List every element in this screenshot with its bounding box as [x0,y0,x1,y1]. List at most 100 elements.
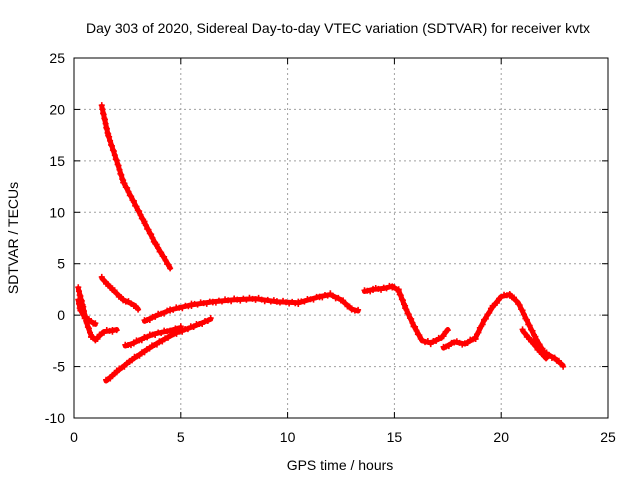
data-point [396,291,403,298]
data-point [295,301,302,307]
data-point [114,161,121,168]
data-series-arc-e [103,315,214,384]
data-point [237,297,244,304]
data-point [228,298,235,305]
data-point [142,222,149,229]
data-point [141,349,148,356]
data-point [204,318,211,325]
data-point [464,340,471,346]
data-point [161,310,168,317]
data-point [486,309,493,316]
data-point [521,330,528,337]
data-point [108,141,115,148]
data-point [342,300,349,307]
data-point [105,132,112,139]
data-point [243,296,250,303]
data-point [146,316,153,323]
data-point [106,327,113,334]
data-point [516,302,523,309]
data-point [155,245,162,252]
data-point [162,257,169,264]
data-point [164,334,171,341]
data-point [520,311,527,318]
data-point [165,261,172,268]
data-point [283,299,290,306]
x-tick-label: 20 [493,429,509,445]
data-point [276,299,283,306]
data-point [98,273,105,280]
data-point [440,333,447,340]
data-point [234,296,241,303]
y-tick-label: 0 [57,307,65,323]
data-point [412,323,419,330]
data-point [153,241,160,248]
data-series-arc-d [98,273,142,313]
data-point [529,327,536,334]
data-point [340,297,347,304]
data-point [444,327,451,334]
data-point [403,306,410,313]
series-band [99,103,173,271]
data-point [116,166,123,173]
data-point [92,320,99,327]
data-point [121,180,128,187]
data-point [94,335,101,342]
y-tick-label: 15 [49,153,65,169]
data-point [523,317,530,324]
data-point [78,308,85,315]
data-point [109,147,116,154]
data-point [348,305,355,312]
data-point [536,347,543,354]
data-point [87,329,94,336]
data-point [225,297,232,304]
data-point [540,351,547,358]
data-point [130,340,137,347]
data-point [136,208,143,215]
series-layer [75,102,567,384]
data-point [240,295,247,302]
y-tick-label: -5 [53,359,66,375]
data-point [475,329,482,336]
data-point [146,345,153,352]
data-point [218,298,225,305]
data-point [141,218,148,225]
x-tick-label: 15 [387,429,403,445]
data-point [130,199,137,205]
data-point [395,287,402,294]
data-point [209,298,216,305]
data-series-arc-a [98,102,174,272]
data-point [215,297,222,304]
data-point [409,319,416,326]
data-point [137,211,144,218]
data-point [270,297,277,304]
data-point [261,298,268,305]
y-tick-label: -10 [45,410,65,426]
data-point [125,188,132,195]
data-point [482,315,489,322]
data-point [184,326,191,333]
data-point [124,184,131,191]
data-point [107,375,114,382]
data-point [113,290,120,297]
data-point [106,133,113,140]
data-point [533,337,540,344]
data-point [177,323,184,330]
data-point [422,339,429,346]
data-point [111,152,118,159]
data-point [402,302,409,309]
data-point [118,171,125,178]
data-point [246,294,253,301]
data-point [113,327,120,334]
series-band [103,316,214,384]
data-point [532,343,539,349]
data-point [399,297,406,304]
data-point [408,315,415,322]
data-point [188,303,195,310]
data-point [258,296,265,303]
tick-layer: 0 5 10 15 20 25 -10 -5 0 5 10 15 20 25 [45,50,616,445]
data-series-arc-g [141,290,362,324]
data-point [108,142,115,149]
data-point [132,303,139,310]
data-point [252,296,259,303]
data-point [85,325,92,332]
